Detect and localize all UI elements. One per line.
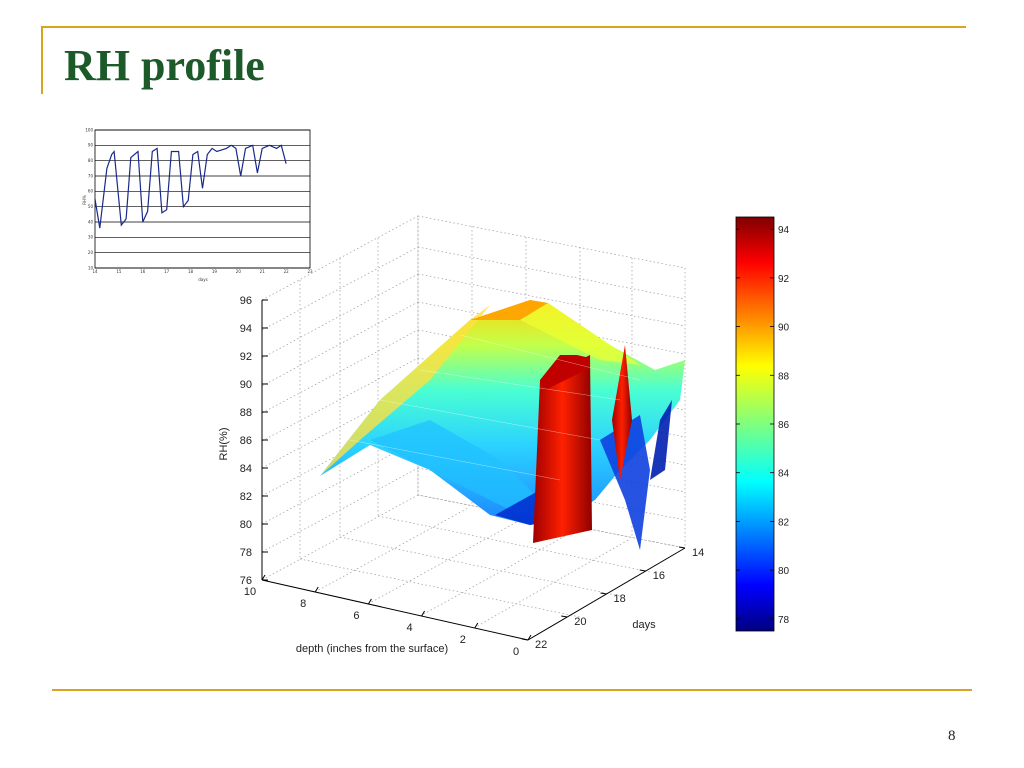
x-tick-mark <box>314 586 319 593</box>
z-tick-label: 84 <box>240 463 252 475</box>
x-tick-mark <box>367 598 372 605</box>
z-tick-label: 96 <box>240 295 252 307</box>
inset-x-tick-label: 22 <box>284 269 290 274</box>
inset-gridlines <box>95 129 310 269</box>
inset-y-tick-label: 20 <box>88 250 94 255</box>
colorbar-tick-label: 82 <box>778 517 790 528</box>
colorbar-ticks: 78 80 82 84 86 88 90 92 94 <box>736 225 790 626</box>
y-tick-label: 16 <box>653 570 665 582</box>
x-tick-label: 0 <box>513 646 519 658</box>
inset-x-ticks: 14 15 16 17 18 19 20 21 22 23 <box>92 269 313 274</box>
inset-x-tick-label: 15 <box>116 269 122 274</box>
inset-x-tick-label: 23 <box>307 269 313 274</box>
x-tick-mark <box>474 622 479 629</box>
inset-x-axis-label: days <box>198 277 207 282</box>
inset-line-chart: 10 20 30 40 50 60 70 80 90 100 14 15 16 17 18 19 20 21 22… <box>82 127 313 282</box>
x-tick-label: 4 <box>407 622 413 634</box>
inset-series-line <box>94 144 287 229</box>
inset-y-tick-label: 50 <box>88 204 94 209</box>
z-tick-label: 86 <box>240 435 252 447</box>
inset-x-tick-label: 18 <box>188 269 194 274</box>
y-tick-mark <box>561 615 568 618</box>
z-tick-label: 82 <box>240 491 252 503</box>
accent-rule-top <box>41 26 966 28</box>
accent-rule-vertical <box>41 26 43 94</box>
inset-y-ticks: 10 20 30 40 50 60 70 80 90 100 <box>85 127 93 270</box>
inset-y-tick-label: 40 <box>88 219 94 224</box>
colorbar-tick-label: 90 <box>778 323 790 334</box>
colorbar-tick-label: 86 <box>778 420 790 431</box>
slide-title: RH profile <box>64 41 265 90</box>
colorbar-tick-label: 92 <box>778 274 790 285</box>
inset-y-tick-label: 80 <box>88 158 94 163</box>
inset-x-tick-label: 16 <box>140 269 146 274</box>
z-axis-ticks: 76 78 80 82 84 86 88 90 92 94 96 <box>240 295 268 587</box>
z-tick-label: 78 <box>240 547 252 559</box>
y-tick-label: 22 <box>535 639 547 651</box>
x-tick-label: 2 <box>460 634 466 646</box>
inset-y-tick-label: 100 <box>85 127 93 132</box>
x-tick-label: 6 <box>353 610 359 622</box>
colorbar-tick-label: 88 <box>778 371 790 382</box>
z-tick-label: 90 <box>240 379 252 391</box>
y-tick-mark <box>600 592 607 595</box>
inset-x-tick-label: 19 <box>212 269 218 274</box>
y-tick-label: 20 <box>574 616 586 628</box>
colorbar-tick-label: 94 <box>778 225 790 236</box>
inset-x-tick-label: 17 <box>164 269 170 274</box>
surface-mesh <box>320 300 685 550</box>
x-axis-label: depth (inches from the surface) <box>296 643 448 655</box>
inset-x-tick-label: 14 <box>92 269 98 274</box>
y-tick-label: 18 <box>614 593 626 605</box>
x-axis-ticks: 10 8 6 4 2 0 <box>244 574 532 658</box>
colorbar: 78 80 82 84 86 88 90 92 94 <box>735 216 790 632</box>
page-number: 8 <box>948 728 956 744</box>
x-tick-label: 10 <box>244 586 256 598</box>
inset-y-tick-label: 30 <box>88 235 94 240</box>
inset-y-axis-label: RH% <box>82 195 87 205</box>
inset-y-tick-label: 10 <box>88 265 94 270</box>
y-tick-label: 14 <box>692 547 704 559</box>
y-tick-mark <box>639 569 646 572</box>
colorbar-tick-label: 84 <box>778 469 790 480</box>
y-tick-mark <box>521 638 529 641</box>
x-tick-mark <box>527 634 532 641</box>
inset-y-tick-label: 90 <box>88 143 94 148</box>
accent-rule-bottom <box>52 689 972 691</box>
colorbar-gradient <box>735 216 775 632</box>
inset-y-tick-label: 70 <box>88 173 94 178</box>
z-tick-label: 76 <box>240 575 252 587</box>
colorbar-tick-label: 78 <box>778 615 790 626</box>
z-axis-label: RH(%) <box>218 428 230 461</box>
z-tick-label: 88 <box>240 407 252 419</box>
colorbar-tick-label: 80 <box>778 566 790 577</box>
z-tick-label: 92 <box>240 351 252 363</box>
inset-y-tick-label: 60 <box>88 189 94 194</box>
inset-x-tick-label: 20 <box>236 269 242 274</box>
y-axis-label: days <box>632 619 656 631</box>
inset-x-tick-label: 21 <box>260 269 266 274</box>
y-tick-mark <box>678 546 686 549</box>
z-tick-label: 94 <box>240 323 252 335</box>
x-tick-mark <box>421 610 426 617</box>
x-tick-label: 8 <box>300 598 306 610</box>
x-tick-mark <box>261 574 266 581</box>
y-axis-ticks: 14 16 18 20 22 <box>521 546 704 651</box>
z-tick-label: 80 <box>240 519 252 531</box>
